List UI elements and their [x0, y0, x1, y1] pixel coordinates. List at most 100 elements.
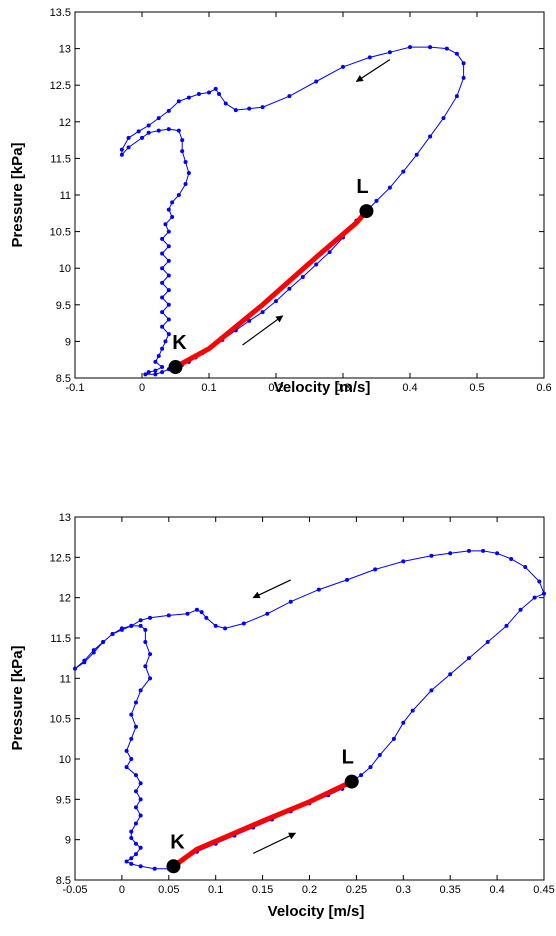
loop-data-point: [160, 324, 165, 329]
loop-data-point: [401, 720, 406, 725]
loop-data-point: [213, 86, 218, 91]
loop-data-point: [183, 160, 188, 165]
loop-data-point: [377, 752, 382, 757]
loop-data-point: [314, 262, 319, 267]
loop-data-point: [136, 129, 141, 134]
loop-data-point: [391, 736, 396, 741]
y-tick-label: 10.5: [50, 227, 71, 239]
loop-data-point: [160, 266, 165, 271]
y-tick-label: 12.5: [50, 80, 71, 92]
point-label-l: L: [342, 747, 354, 769]
y-tick-label: 11.5: [50, 633, 71, 645]
loop-data-point: [166, 332, 171, 337]
loop-data-point: [170, 200, 175, 205]
loop-data-point: [359, 773, 364, 778]
loop-data-point: [316, 587, 321, 592]
loop-data-point: [119, 152, 124, 157]
loop-data-point: [160, 236, 165, 241]
point-marker-l: [344, 774, 359, 789]
loop-data-point: [133, 841, 138, 846]
loop-data-point: [138, 864, 143, 869]
x-tick-label: 0.25: [346, 884, 367, 896]
loop-data-point: [160, 370, 165, 375]
loop-data-point: [368, 765, 373, 770]
loop-data-point: [176, 193, 181, 197]
point-marker-l: [359, 204, 374, 219]
k-l-segment-line: [171, 779, 355, 869]
y-tick-label: 13.5: [50, 7, 71, 19]
loop-data-point: [444, 46, 449, 51]
loop-data-point: [176, 128, 181, 133]
loop-data-point: [146, 370, 151, 375]
y-tick-label: 11: [60, 190, 71, 202]
loop-data-point: [327, 250, 332, 255]
x-tick-label: 0: [119, 884, 125, 896]
loop-data-point: [156, 116, 161, 121]
loop-data-point: [367, 55, 372, 60]
loop-data-point: [133, 852, 138, 857]
loop-data-point: [373, 567, 378, 572]
plot-frame: [74, 11, 545, 379]
loop-data-point: [274, 299, 278, 304]
loop-data-point: [288, 599, 293, 604]
loop-data-point: [160, 280, 165, 285]
loop-data-point: [153, 359, 158, 364]
loop-data-point: [454, 94, 459, 99]
loop-data-point: [129, 861, 134, 866]
point-marker-k: [166, 859, 181, 874]
loop-data-point: [166, 273, 171, 278]
loop-data-point: [537, 579, 542, 584]
y-tick-label: 11.5: [50, 153, 71, 165]
loop-data-point: [129, 623, 134, 628]
loop-data-point: [129, 836, 134, 841]
loop-data-point: [138, 618, 143, 623]
loop-data-point: [532, 595, 537, 600]
loop-data-point: [166, 302, 171, 307]
direction-arrow: [252, 832, 297, 854]
loop-data-point: [138, 845, 143, 850]
loop-data-point: [138, 623, 143, 628]
loop-data-point: [247, 106, 252, 111]
loop-data-point: [160, 295, 165, 300]
loop-data-point: [233, 108, 238, 113]
point-label-k: K: [170, 831, 185, 853]
k-l-segment-line: [173, 208, 369, 370]
loop-data-point: [82, 660, 87, 665]
loop-data-point: [523, 565, 528, 570]
x-tick-label: -0.05: [62, 884, 87, 896]
loop-data-point: [466, 656, 471, 661]
loop-data-point: [138, 797, 143, 802]
y-tick-label: 9.5: [56, 794, 71, 806]
loop-data-point: [110, 631, 115, 636]
x-tick-label: 0.2: [302, 884, 317, 896]
loop-data-point: [166, 108, 171, 113]
loop-data-point: [265, 611, 270, 616]
x-tick-label: 0.05: [158, 884, 179, 896]
y-tick-label: 11: [60, 673, 71, 685]
loop-data-point: [119, 147, 124, 152]
loop-data-point: [138, 781, 143, 786]
y-axis-label: Pressure [kPa]: [9, 645, 26, 750]
loop-data-point: [509, 556, 514, 561]
loop-data-point: [287, 94, 292, 99]
loop-data-point: [223, 101, 228, 106]
loop-data-point: [140, 135, 144, 140]
x-axis-label: Velocity [m/s]: [268, 903, 365, 920]
x-tick-label: 0.15: [252, 884, 273, 896]
loop-data-point: [186, 171, 191, 176]
loop-data-point: [185, 611, 190, 616]
loop-data-point: [129, 712, 134, 717]
x-tick-label: 0.3: [396, 884, 411, 896]
loop-data-point: [138, 688, 143, 693]
y-tick-label: 9: [65, 835, 71, 847]
loop-data-point: [119, 626, 124, 631]
loop-data-point: [166, 229, 171, 234]
loop-data-point: [133, 821, 138, 826]
loop-data-point: [180, 149, 185, 154]
loop-data-point: [345, 577, 350, 582]
loop-data-point: [461, 75, 466, 80]
loop-data-point: [143, 372, 148, 377]
x-tick-label: 0.35: [439, 884, 460, 896]
loop-data-point: [143, 664, 148, 669]
